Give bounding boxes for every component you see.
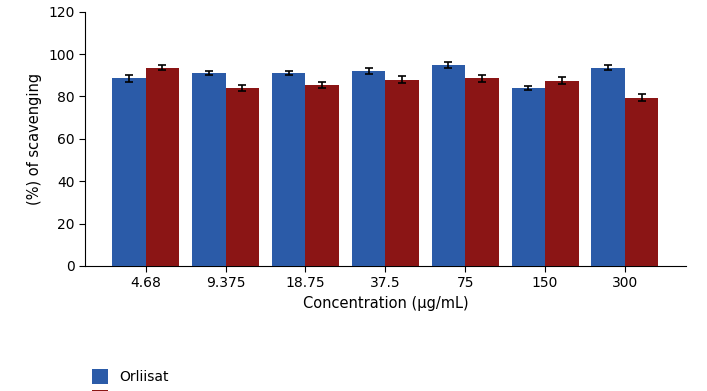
Bar <box>625 97 658 266</box>
Bar <box>305 85 339 266</box>
Legend: Orliisat, Moringa: Orliisat, Moringa <box>92 369 176 391</box>
Y-axis label: (%) of scavenging: (%) of scavenging <box>28 73 42 205</box>
Bar <box>352 71 385 266</box>
Bar <box>146 68 180 266</box>
Bar <box>432 65 465 266</box>
Bar <box>465 79 498 266</box>
Bar <box>591 68 625 266</box>
X-axis label: Concentration (μg/mL): Concentration (μg/mL) <box>303 296 468 311</box>
Bar <box>192 73 226 266</box>
Bar <box>226 88 259 266</box>
Bar <box>385 79 419 266</box>
Bar <box>272 73 305 266</box>
Bar <box>511 88 545 266</box>
Bar <box>545 81 578 266</box>
Bar <box>112 79 146 266</box>
